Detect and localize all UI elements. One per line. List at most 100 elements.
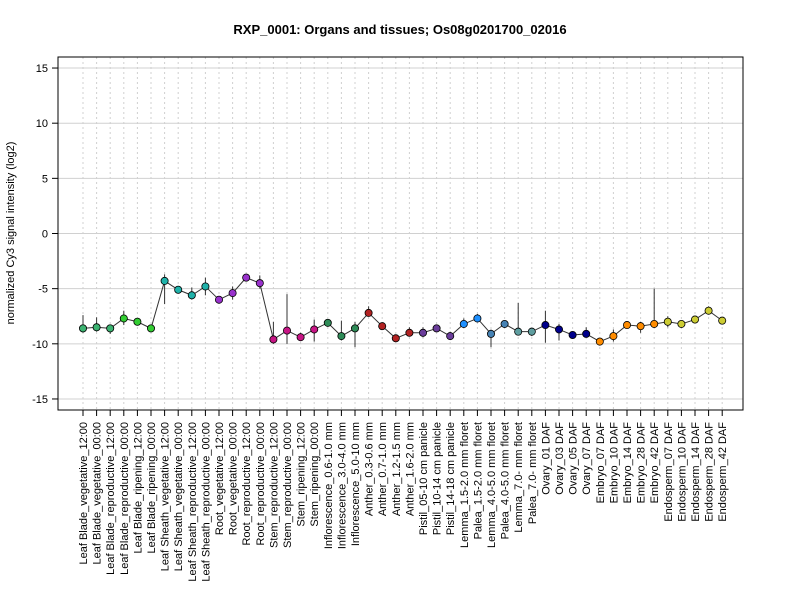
data-point xyxy=(337,332,346,341)
x-tick-label: Stem_ripening_12:00 xyxy=(296,422,308,527)
y-axis: -15 -10 -5 0 5 10 15 xyxy=(32,63,58,406)
x-tick-label: Stem_ripening_00:00 xyxy=(309,422,321,527)
data-point xyxy=(119,314,128,323)
x-tick-label: Endosperm_42 DAF xyxy=(717,422,729,522)
data-point xyxy=(187,291,196,300)
data-point xyxy=(391,334,400,343)
x-axis-tick-labels: Leaf Blade_vegetative_12:00 Leaf Blade_ve… xyxy=(78,410,729,582)
data-point xyxy=(500,319,509,328)
x-tick-label: Root_reproductive_00:00 xyxy=(255,422,267,546)
data-point xyxy=(269,335,278,344)
data-point xyxy=(595,337,604,346)
x-tick-label: Anther_1.2-1.5 mm xyxy=(391,422,403,516)
x-tick-label: Leaf Blade_vegetative_12:00 xyxy=(78,422,90,565)
y-tick-label: -5 xyxy=(38,284,48,296)
x-tick-label: Stem_reproductive_12:00 xyxy=(268,422,280,548)
x-tick-label: Root_reproductive_12:00 xyxy=(241,422,253,546)
data-point xyxy=(214,295,223,304)
data-point xyxy=(92,323,101,332)
data-point xyxy=(296,333,305,342)
x-tick-label: Stem_reproductive_00:00 xyxy=(282,422,294,548)
data-point xyxy=(146,324,155,333)
x-tick-label: Pistil_14-18 cm panicle xyxy=(445,422,457,535)
data-point xyxy=(704,306,713,315)
x-tick-label: Palea_4.0-5.0 mm floret xyxy=(500,422,512,539)
data-point xyxy=(718,316,727,325)
x-tick-label: Leaf Blade_reproductive_00:00 xyxy=(119,422,131,575)
x-tick-label: Root_vegetative_12:00 xyxy=(214,422,226,535)
x-tick-label: Lemma_7.0- mm floret xyxy=(513,422,525,533)
data-point xyxy=(378,322,387,331)
data-point xyxy=(663,317,672,326)
x-tick-label: Leaf Blade_reproductive_12:00 xyxy=(105,422,117,575)
x-tick-label: Leaf Sheath_reproductive_00:00 xyxy=(200,422,212,582)
data-point xyxy=(201,282,210,291)
x-tick-label: Embryo_14 DAF xyxy=(622,422,634,504)
x-tick-label: Palea_1.5-2.0 mm floret xyxy=(472,422,484,539)
data-point xyxy=(79,324,88,333)
x-tick-label: Endosperm_10 DAF xyxy=(676,422,688,522)
chart-title: RXP_0001: Organs and tissues; Os08g02017… xyxy=(233,22,566,37)
x-tick-label: Anther_0.7-1.0 mm xyxy=(377,422,389,516)
data-point xyxy=(310,325,319,334)
data-point xyxy=(541,321,550,330)
x-tick-label: Inflorescence_0.6-1.0 mm xyxy=(323,422,335,549)
x-tick-label: Embryo_42 DAF xyxy=(649,422,661,504)
x-tick-label: Ovary_01 DAF xyxy=(540,422,552,495)
y-tick-label: -10 xyxy=(32,339,48,351)
data-point xyxy=(473,314,482,323)
data-point xyxy=(418,328,427,337)
data-point xyxy=(623,321,632,330)
x-tick-label: Embryo_07 DAF xyxy=(595,422,607,504)
data-point xyxy=(174,285,183,294)
data-point xyxy=(568,330,577,339)
x-tick-label: Endosperm_28 DAF xyxy=(704,422,716,522)
data-point xyxy=(282,326,291,335)
y-tick-label: -15 xyxy=(32,394,48,406)
data-point xyxy=(555,325,564,334)
x-tick-label: Inflorescence_5.0-10 mm xyxy=(350,422,362,546)
x-tick-label: Anther_0.3-0.6 mm xyxy=(364,422,376,516)
plot-frame xyxy=(57,56,744,411)
x-tick-label: Ovary_05 DAF xyxy=(568,422,580,495)
data-point xyxy=(609,332,618,341)
x-tick-label: Embryo_10 DAF xyxy=(608,422,620,504)
x-tick-label: Leaf Blade_ripening_00:00 xyxy=(146,422,158,554)
data-point xyxy=(350,324,359,333)
x-tick-label: Endosperm_07 DAF xyxy=(663,422,675,522)
x-tick-label: Embryo_28 DAF xyxy=(636,422,648,504)
data-point xyxy=(514,327,523,336)
x-tick-label: Inflorescence_3.0-4.0 mm xyxy=(336,422,348,549)
x-tick-label: Anther_1.6-2.0 mm xyxy=(404,422,416,516)
y-tick-label: 10 xyxy=(36,118,48,130)
data-point xyxy=(446,332,455,341)
data-point xyxy=(255,279,264,288)
data-point xyxy=(242,273,251,282)
data-point xyxy=(228,289,237,298)
data-point xyxy=(432,324,441,333)
x-tick-label: Leaf Sheath_vegetative_12:00 xyxy=(160,422,172,571)
grid-layer xyxy=(58,57,743,410)
x-tick-label: Leaf Blade_vegetative_00:00 xyxy=(92,422,104,565)
data-point xyxy=(459,319,468,328)
data-point xyxy=(636,322,645,331)
y-tick-label: 5 xyxy=(42,173,48,185)
series-layer xyxy=(79,273,727,348)
data-point xyxy=(691,315,700,324)
data-point xyxy=(106,324,115,333)
x-tick-label: Leaf Blade_ripening_12:00 xyxy=(132,422,144,554)
x-tick-label: Leaf Sheath_vegetative_00:00 xyxy=(173,422,185,571)
data-point xyxy=(133,317,142,326)
data-point xyxy=(677,319,686,328)
x-tick-label: Lemma_1.5-2.0 mm floret xyxy=(459,422,471,548)
x-tick-label: Endosperm_14 DAF xyxy=(690,422,702,522)
y-axis-label: normalized Cy3 signal intensity (log2) xyxy=(5,142,17,325)
y-tick-label: 0 xyxy=(42,229,48,241)
data-point xyxy=(527,327,536,336)
x-tick-label: Ovary_07 DAF xyxy=(581,422,593,495)
x-tick-label: Pistil_05-10 cm panicle xyxy=(418,422,430,535)
x-tick-label: Pistil_10-14 cm panicle xyxy=(432,422,444,535)
data-point xyxy=(582,329,591,338)
